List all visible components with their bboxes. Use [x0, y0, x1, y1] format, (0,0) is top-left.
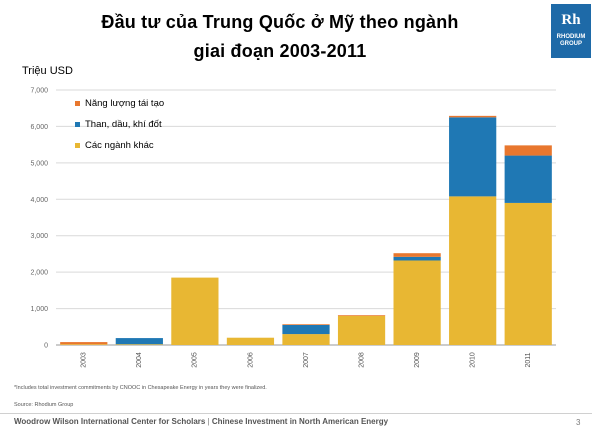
- y-tick-label: 0: [44, 343, 48, 350]
- bar-segment: [504, 155, 552, 203]
- logo-name: RHODIUM GROUP: [551, 34, 591, 48]
- bar-segment: [60, 342, 108, 345]
- logo-mark: Rh: [561, 12, 581, 28]
- legend-swatch: [75, 122, 80, 127]
- bar-segment: [393, 253, 441, 257]
- legend-swatch: [75, 101, 80, 106]
- bar-segment: [282, 324, 330, 325]
- source-note: Source: Rhodium Group: [14, 402, 74, 408]
- legend-swatch: [75, 143, 80, 148]
- y-tick-label: 5,000: [30, 160, 48, 167]
- bar-segment: [60, 344, 108, 345]
- y-tick-label: 1,000: [30, 306, 48, 313]
- chart-title-line2: giai đoạn 2003-2011: [193, 41, 367, 61]
- y-tick-label: 6,000: [30, 124, 48, 131]
- x-tick-label: 2004: [136, 352, 143, 368]
- bar-segment: [504, 202, 552, 345]
- x-tick-label: 2005: [192, 352, 199, 368]
- bar-segment: [226, 337, 275, 345]
- bar-segment: [115, 344, 163, 345]
- logo-name-line2: GROUP: [559, 41, 582, 47]
- x-tick-label: 2008: [358, 352, 365, 368]
- x-tick-label: 2007: [303, 352, 310, 368]
- footer: Woodrow Wilson International Center for …: [14, 417, 388, 426]
- y-tick-label: 4,000: [30, 197, 48, 204]
- footer-title: Chinese Investment in North American Ene…: [211, 417, 389, 426]
- y-tick-label: 7,000: [30, 88, 48, 95]
- bar-segment: [171, 277, 219, 345]
- x-tick-label: 2003: [81, 352, 88, 368]
- chart-title-line1: Đầu tư của Trung Quốc ở Mỹ theo ngành: [101, 12, 459, 32]
- bar-segment: [504, 145, 552, 156]
- page-number: 3: [576, 418, 581, 427]
- x-tick-label: 2006: [247, 352, 254, 368]
- logo-name-line1: RHODIUM: [556, 34, 586, 40]
- bar-segment: [449, 117, 497, 197]
- legend-label: Năng lượng tái tạo: [85, 98, 164, 109]
- x-tick-label: 2010: [470, 352, 477, 368]
- bar-segment: [337, 315, 386, 316]
- x-tick-label: 2011: [525, 352, 532, 367]
- legend-label: Than, dầu, khí đốt: [85, 119, 162, 130]
- y-axis-label: Triệu USD: [22, 65, 73, 77]
- bar-segment: [449, 115, 497, 118]
- footnote: *Includes total investment commitments b…: [14, 385, 267, 391]
- bar-segment: [115, 338, 163, 345]
- rhodium-logo: Rh RHODIUM GROUP: [551, 4, 591, 58]
- y-tick-label: 2,000: [30, 270, 48, 277]
- stacked-bar-chart: 0 1,000 2,000 3,000 4,000 5,000 6,000 7,000 2003…: [30, 88, 556, 368]
- footer-divider: [0, 413, 592, 414]
- bar-segment: [393, 260, 441, 345]
- bar-segment: [282, 334, 330, 345]
- bar-segment: [282, 324, 330, 335]
- bar-segment: [393, 256, 441, 261]
- legend-label: Các ngành khác: [85, 140, 154, 151]
- footer-org: Woodrow Wilson International Center for …: [14, 417, 206, 426]
- footer-separator: |: [205, 417, 212, 426]
- x-tick-label: 2009: [414, 352, 421, 368]
- y-tick-label: 3,000: [30, 233, 48, 240]
- bar-segment: [449, 196, 497, 345]
- bar-segment: [337, 315, 386, 345]
